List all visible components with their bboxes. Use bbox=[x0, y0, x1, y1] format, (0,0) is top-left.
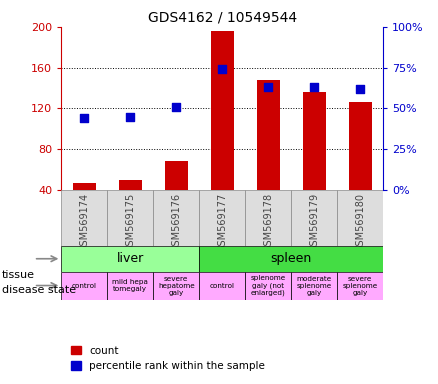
Text: control: control bbox=[72, 283, 97, 288]
FancyBboxPatch shape bbox=[199, 190, 245, 246]
Text: GSM569176: GSM569176 bbox=[171, 193, 181, 252]
Text: tissue: tissue bbox=[2, 270, 35, 280]
FancyBboxPatch shape bbox=[61, 190, 107, 246]
Text: disease state: disease state bbox=[2, 285, 76, 295]
Text: GSM569174: GSM569174 bbox=[79, 193, 89, 252]
Point bbox=[311, 84, 318, 90]
Text: mild hepa
tomegaly: mild hepa tomegaly bbox=[113, 279, 148, 292]
Point bbox=[173, 104, 180, 110]
Text: GSM569180: GSM569180 bbox=[355, 193, 365, 252]
Point bbox=[265, 84, 272, 90]
Text: spleen: spleen bbox=[271, 252, 312, 265]
Point bbox=[127, 114, 134, 120]
FancyBboxPatch shape bbox=[61, 271, 107, 300]
Title: GDS4162 / 10549544: GDS4162 / 10549544 bbox=[148, 10, 297, 24]
Text: severe
hepatome
galy: severe hepatome galy bbox=[158, 276, 194, 296]
FancyBboxPatch shape bbox=[153, 190, 199, 246]
FancyBboxPatch shape bbox=[199, 271, 245, 300]
Point bbox=[81, 115, 88, 121]
FancyBboxPatch shape bbox=[291, 190, 337, 246]
Bar bbox=[119, 180, 142, 190]
FancyBboxPatch shape bbox=[337, 190, 383, 246]
Text: control: control bbox=[210, 283, 235, 288]
Text: GSM569177: GSM569177 bbox=[217, 193, 227, 252]
Bar bbox=[257, 80, 280, 190]
Bar bbox=[165, 161, 188, 190]
Text: liver: liver bbox=[117, 252, 144, 265]
Text: moderate
splenome
galy: moderate splenome galy bbox=[297, 276, 332, 296]
Text: severe
splenome
galy: severe splenome galy bbox=[343, 276, 378, 296]
Point bbox=[219, 66, 226, 72]
Text: GSM569179: GSM569179 bbox=[309, 193, 319, 252]
FancyBboxPatch shape bbox=[153, 271, 199, 300]
Text: splenome
galy (not
enlarged): splenome galy (not enlarged) bbox=[251, 275, 286, 296]
Bar bbox=[349, 102, 372, 190]
FancyBboxPatch shape bbox=[245, 271, 291, 300]
Bar bbox=[303, 92, 326, 190]
FancyBboxPatch shape bbox=[199, 246, 383, 271]
Text: GSM569175: GSM569175 bbox=[125, 193, 135, 252]
Legend: count, percentile rank within the sample: count, percentile rank within the sample bbox=[67, 341, 269, 375]
FancyBboxPatch shape bbox=[245, 190, 291, 246]
Text: GSM569178: GSM569178 bbox=[263, 193, 273, 252]
Bar bbox=[73, 183, 96, 190]
FancyBboxPatch shape bbox=[291, 271, 337, 300]
FancyBboxPatch shape bbox=[337, 271, 383, 300]
FancyBboxPatch shape bbox=[61, 246, 199, 271]
Bar bbox=[211, 31, 234, 190]
FancyBboxPatch shape bbox=[107, 190, 153, 246]
Point bbox=[357, 86, 364, 92]
FancyBboxPatch shape bbox=[107, 271, 153, 300]
